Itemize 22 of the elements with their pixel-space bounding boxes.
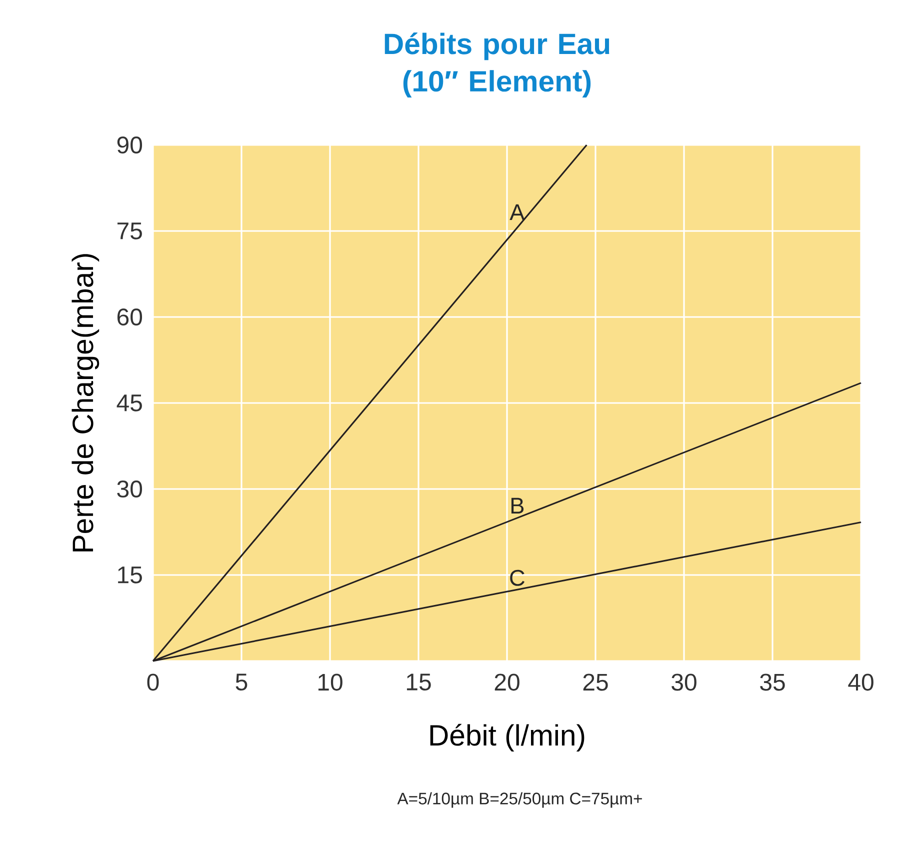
x-tick-label: 35 xyxy=(760,674,785,691)
x-tick-label: 25 xyxy=(583,674,608,691)
series-label: B xyxy=(511,498,524,514)
x-tick-label: 30 xyxy=(672,674,696,691)
y-tick-label: 30 xyxy=(117,480,142,498)
y-tick-label: 90 xyxy=(117,136,142,154)
x-axis-title: Débit (l/min) xyxy=(430,724,584,752)
y-tick-label: 60 xyxy=(117,308,142,326)
x-tick-label: 5 xyxy=(236,674,248,690)
y-tick-label: 75 xyxy=(117,222,142,240)
chart-title: Débits pour Eau (10″ Element) xyxy=(384,32,610,98)
text: A=5/10µm B=25/50µm C=75µm+ xyxy=(397,792,642,808)
series-label: C xyxy=(510,570,524,586)
x-tick-label: 0 xyxy=(147,674,159,691)
x-tick-label: 15 xyxy=(406,674,431,690)
y-tick-label: 45 xyxy=(116,394,142,412)
x-tick-label: 10 xyxy=(318,674,342,691)
x-tick-label: 40 xyxy=(848,674,874,691)
y-axis-title: Perte de Charge(mbar) xyxy=(72,254,100,552)
series-label: A xyxy=(510,204,525,220)
x-tick-label: 20 xyxy=(494,674,520,691)
y-tick-label: 15 xyxy=(118,566,142,584)
